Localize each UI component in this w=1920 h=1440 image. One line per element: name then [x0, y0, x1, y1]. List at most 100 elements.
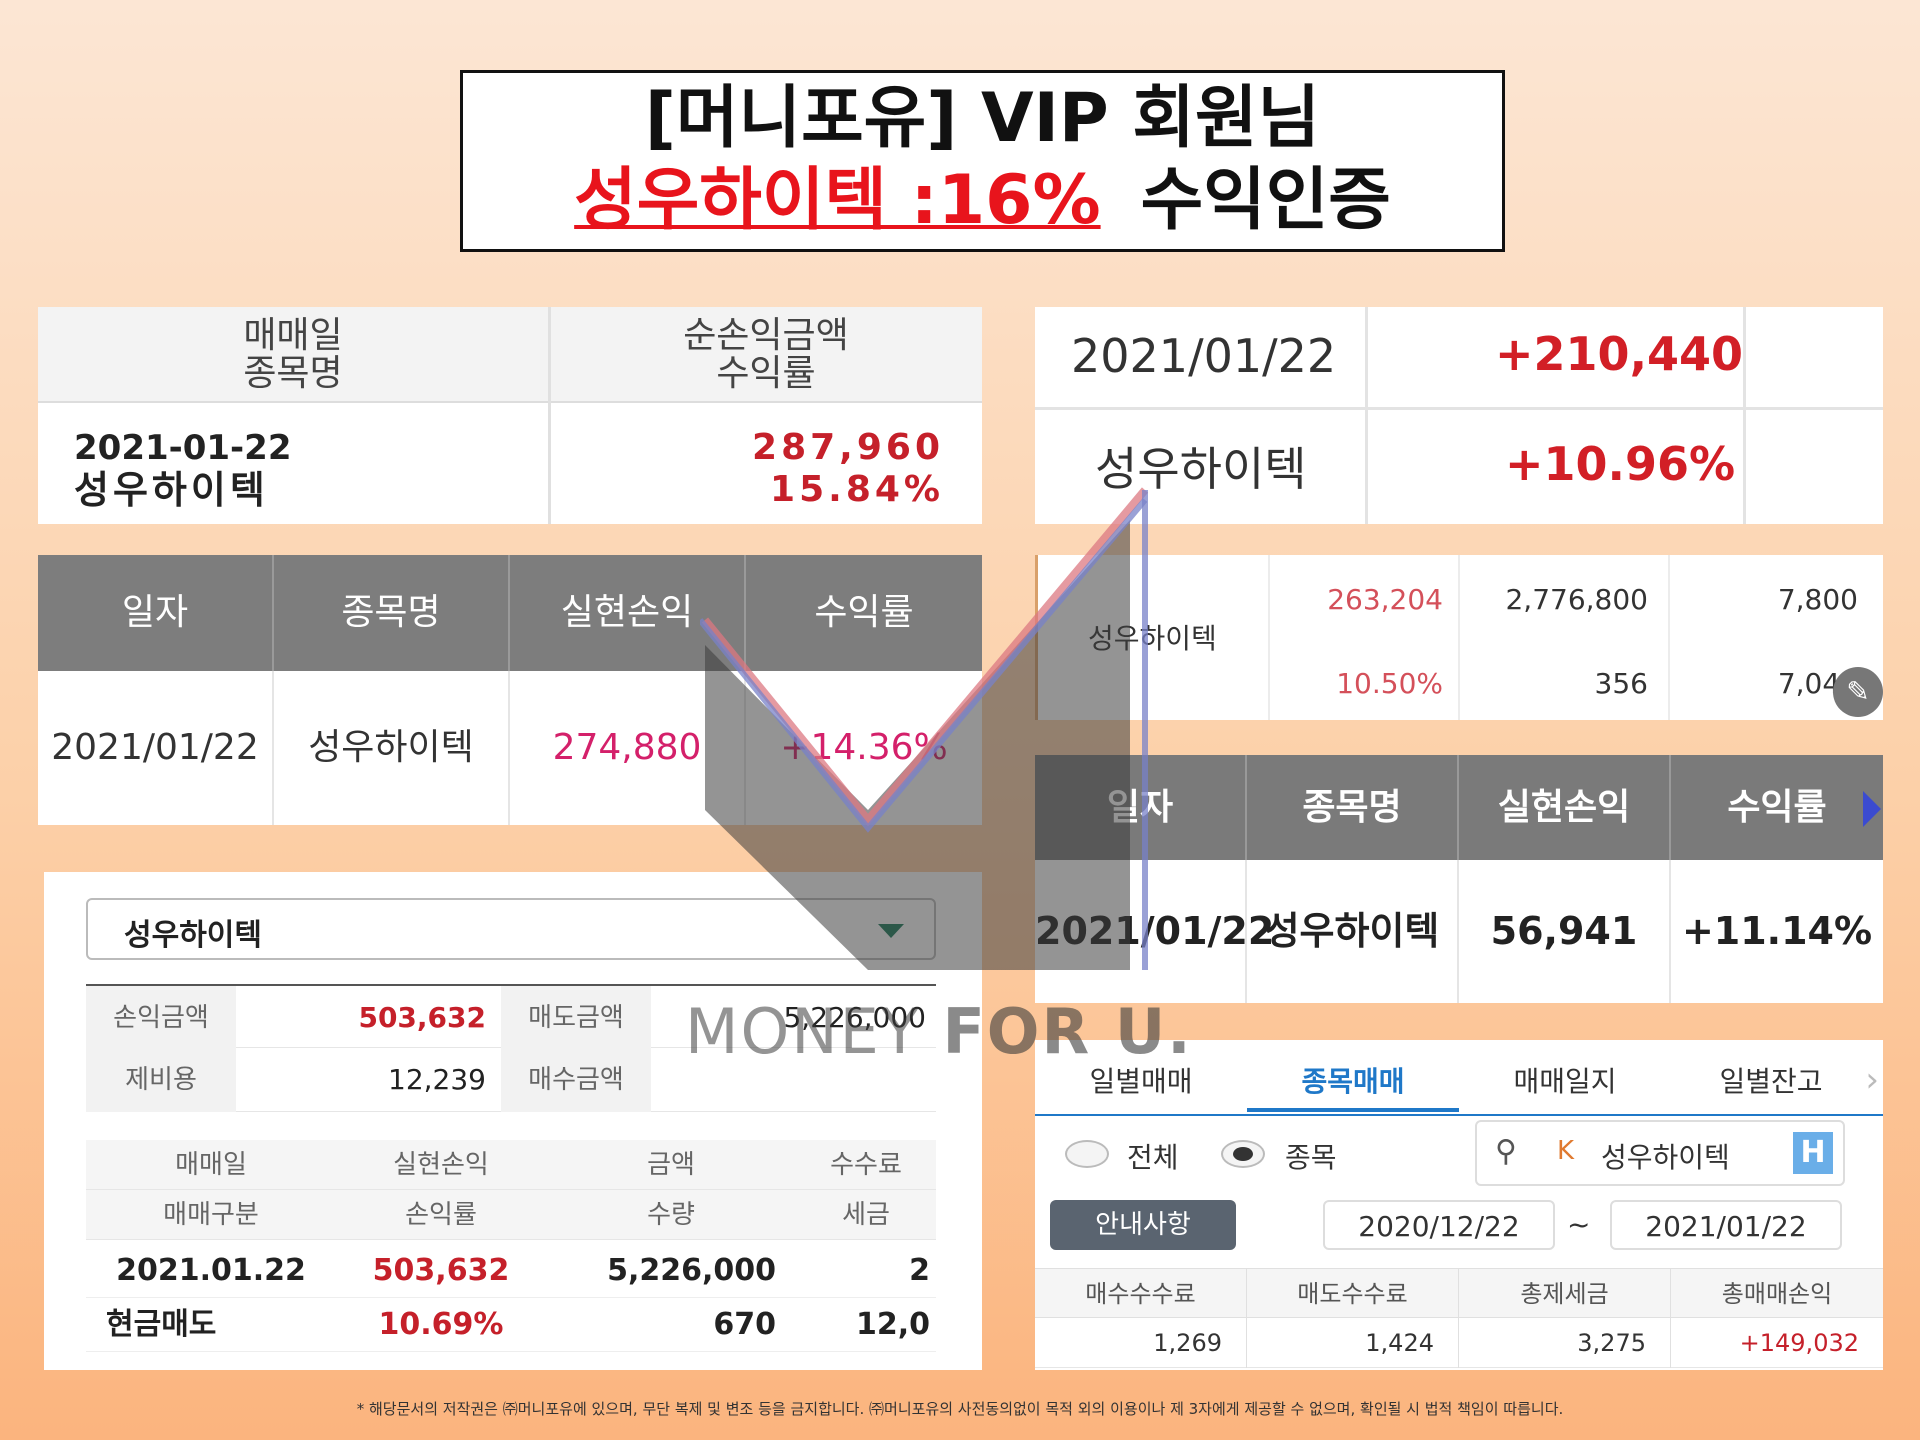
- col-total-tax: 총제세금: [1459, 1269, 1671, 1319]
- cell-return-rate: +11.14%: [1681, 909, 1873, 953]
- holding-panel-e: 성우하이텍 263,204 10.50% 2,776,800 356 7,800…: [1035, 555, 1883, 720]
- edit-pencil-icon[interactable]: ✎: [1833, 667, 1883, 717]
- stock-search-input[interactable]: ⚲ K 성우하이텍 H: [1475, 1120, 1845, 1186]
- tab-stock-trade[interactable]: 종목매매: [1247, 1052, 1459, 1112]
- tab-scroll-right-icon[interactable]: ›: [1865, 1060, 1879, 1100]
- panel-e-divider-1: [1268, 555, 1270, 720]
- cell-profit-rate: 10.69%: [378, 1307, 504, 1342]
- price-top: 7,800: [1777, 583, 1858, 616]
- col-sell-fee: 매도수수료: [1247, 1269, 1459, 1319]
- trade-detail-panel-c: 성우하이텍 손익금액 503,632 매도금액 5,226,000 제비용 12…: [44, 872, 982, 1370]
- search-prefix: K: [1557, 1136, 1575, 1166]
- date-from-field[interactable]: 2020/12/22: [1323, 1200, 1555, 1250]
- col-total-profit: 총매매손익: [1721, 1280, 1833, 1308]
- radio-stock-label: 종목: [1285, 1141, 1337, 1174]
- col-trade-type: 매매구분: [163, 1200, 259, 1230]
- cell-sell-fee: 1,424: [1247, 1318, 1459, 1368]
- profit-label: 손익금액: [86, 986, 236, 1050]
- title-line-1: [머니포유] VIP 회원님: [644, 79, 1321, 158]
- detail-data-row-1: 2021.01.22 503,632 5,226,000 2: [86, 1244, 936, 1298]
- watermark-part-2: FOR U.: [942, 995, 1193, 1068]
- title-suffix: 수익인증: [1140, 161, 1391, 240]
- tab-underline: [1035, 1114, 1883, 1116]
- trade-summary-panel-a: 매매일 종목명 순손익금액 수익률 2021-01-22 성우하이텍 287,9…: [38, 307, 982, 524]
- col-realized-profit: 실현손익: [1459, 755, 1671, 860]
- header-return-rate: 수익률: [716, 353, 816, 394]
- header-net-profit: 순손익금액: [683, 315, 849, 356]
- fee-label: 제비용: [86, 1048, 236, 1112]
- cell-realized-profit: 503,632: [372, 1253, 510, 1288]
- col-amount: 금액: [647, 1150, 695, 1180]
- rate-value: 10.50%: [1336, 667, 1443, 700]
- search-icon[interactable]: ⚲: [1495, 1134, 1517, 1169]
- title-highlight: 성우하이텍 :16%: [574, 161, 1101, 240]
- panel-a-divider: [548, 307, 551, 524]
- panel-a-right-values: 287,960 15.84%: [752, 427, 944, 511]
- tab-daily-balance[interactable]: 일별잔고: [1719, 1065, 1823, 1098]
- panel-a-left-values: 2021-01-22 성우하이텍: [74, 427, 291, 511]
- col-date: 일자: [38, 555, 274, 671]
- radio-stock[interactable]: [1221, 1140, 1265, 1168]
- summary-grid-header: 매수수수료 매도수수료 총제세금 총매매손익: [1035, 1268, 1883, 1319]
- col-profit-rate: 손익률: [405, 1200, 477, 1230]
- col-buy-fee: 매수수수료: [1035, 1269, 1247, 1319]
- summary-row-2: 제비용 12,239 매수금액: [86, 1048, 936, 1112]
- col-quantity: 수량: [647, 1200, 695, 1230]
- col-tax: 세금: [842, 1200, 890, 1230]
- tab-daily-trade[interactable]: 일별매매: [1089, 1065, 1193, 1098]
- header-trade-date: 매매일: [243, 315, 343, 356]
- col-realized-profit: 실현손익: [510, 555, 746, 671]
- cell-trade-type: 현금매도: [106, 1307, 217, 1342]
- profit-value: 263,204: [1327, 583, 1443, 616]
- col-stock: 종목명: [1247, 755, 1459, 860]
- radio-all-label: 전체: [1127, 1141, 1179, 1174]
- scroll-right-arrow-icon[interactable]: [1863, 791, 1881, 827]
- cell-date: 2021/01/22: [38, 671, 274, 825]
- checkmark-watermark-icon: [700, 487, 1149, 970]
- cell-stock: 성우하이텍: [1247, 860, 1459, 1003]
- realized-profit-panel-f: 일자 종목명 실현손익 수익률 2021/01/22 성우하이텍 56,941 …: [1035, 755, 1883, 1003]
- amount-top: 2,776,800: [1505, 583, 1648, 616]
- watermark-part-1: MONEY: [685, 995, 943, 1068]
- date-to-field[interactable]: 2021/01/22: [1610, 1200, 1842, 1250]
- stock-name: 성우하이텍: [1095, 442, 1307, 496]
- col-stock: 종목명: [274, 555, 510, 671]
- search-badge[interactable]: H: [1793, 1132, 1833, 1174]
- col-return-rate: 수익률: [814, 592, 914, 633]
- cell-commission: 2: [909, 1253, 930, 1288]
- notice-button[interactable]: 안내사항: [1050, 1200, 1236, 1250]
- stock-name: 성우하이텍: [74, 468, 269, 512]
- panel-a-header-left: 매매일 종목명: [38, 307, 548, 403]
- detail-header-row-2: 매매구분 손익률 수량 세금: [86, 1190, 936, 1240]
- summary-row-1: 손익금액 503,632 매도금액 5,226,000: [86, 984, 936, 1050]
- net-profit-value: 287,960: [752, 427, 944, 468]
- sell-amount-value: 5,226,000: [783, 1001, 926, 1034]
- cell-tax: 12,0: [855, 1307, 930, 1342]
- profit-amount: +210,440: [1495, 327, 1744, 381]
- cell-stock: 성우하이텍: [274, 671, 510, 825]
- panel-d-divider-1: [1365, 307, 1368, 524]
- copyright-footer: * 해당문서의 저작권은 ㈜머니포유에 있으며, 무단 복제 및 변조 등을 금…: [356, 1400, 1564, 1418]
- cell-quantity: 670: [713, 1307, 776, 1342]
- trade-date: 2021-01-22: [74, 428, 292, 468]
- cell-amount: 5,226,000: [607, 1253, 776, 1288]
- trade-result-panel-d: 2021/01/22 +210,440 성우하이텍 +10.96%: [1035, 307, 1883, 524]
- quantity-bottom: 356: [1594, 667, 1648, 700]
- radio-all[interactable]: [1065, 1140, 1109, 1168]
- panel-a-header: 매매일 종목명 순손익금액 수익률: [38, 307, 982, 403]
- panel-e-divider-2: [1458, 555, 1460, 720]
- tab-trade-journal[interactable]: 매매일지: [1513, 1065, 1617, 1098]
- detail-header-row-1: 매매일 실현손익 금액 수수료: [86, 1140, 936, 1190]
- search-value: 성우하이텍: [1601, 1141, 1730, 1174]
- return-rate-value: 15.84%: [770, 469, 944, 510]
- title-box: [머니포유] VIP 회원님 성우하이텍 :16% 수익인증: [460, 70, 1505, 252]
- col-realized-profit: 실현손익: [393, 1150, 489, 1180]
- cell-total-profit: +149,032: [1739, 1329, 1859, 1357]
- panel-e-divider-3: [1668, 555, 1670, 720]
- stock-select-value: 성우하이텍: [124, 918, 262, 953]
- return-rate: +10.96%: [1505, 437, 1736, 491]
- col-trade-date: 매매일: [175, 1150, 247, 1180]
- date-separator: ~: [1567, 1208, 1591, 1241]
- sell-amount-label: 매도금액: [501, 986, 651, 1050]
- stock-trade-panel-g: 일별매매 종목매매 매매일지 일별잔고 › 전체 종목 ⚲ K 성우하이텍 H …: [1035, 1040, 1883, 1370]
